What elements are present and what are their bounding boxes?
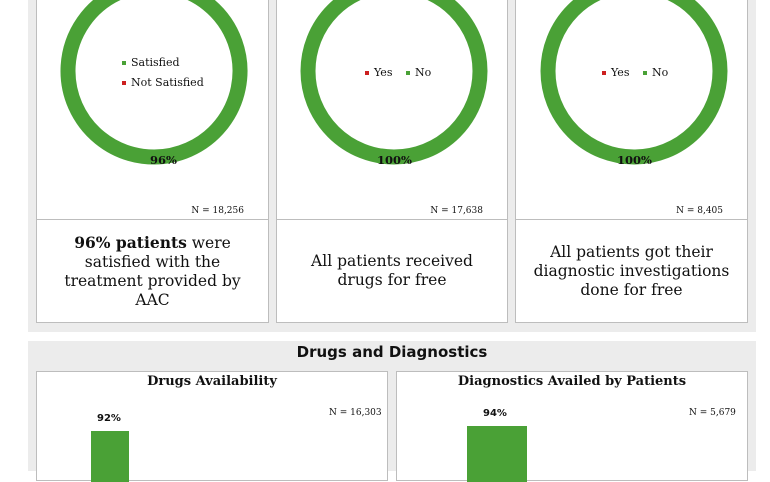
legend-swatch-red xyxy=(365,71,369,75)
legend-label: Satisfied xyxy=(131,56,180,69)
donut-chart-satisfaction xyxy=(60,0,248,165)
donut-legend-satisfaction: Satisfied Not Satisfied xyxy=(122,53,204,93)
sample-size-label: N = 17,638 xyxy=(430,206,483,216)
donut-data-label: 100% xyxy=(377,153,412,167)
donut-slice-no xyxy=(540,0,728,165)
sample-size-label: N = 18,256 xyxy=(191,206,244,216)
legend-swatch-green xyxy=(122,61,126,65)
donut-legend-free-diagnostics: Yes No xyxy=(602,63,668,83)
sample-size-label: N = 5,679 xyxy=(689,408,736,418)
sample-size-label: N = 8,405 xyxy=(676,206,723,216)
legend-item-no: No xyxy=(405,66,432,79)
summary-text: 96% patients were satisfied with the tre… xyxy=(49,233,256,310)
bar-data-label: 92% xyxy=(97,413,121,425)
legend-item-no: No xyxy=(642,66,669,79)
legend-swatch-red xyxy=(122,81,126,85)
chart-title: Drugs Availability xyxy=(147,374,277,389)
bar-data-label: 94% xyxy=(483,407,507,419)
donut-legend-free-drugs: Yes No xyxy=(365,63,431,83)
summary-card-free-diagnostics: All patients got their diagnostic invest… xyxy=(515,219,748,323)
donut-slice-satisfied xyxy=(60,0,248,165)
donut-chart-free-drugs xyxy=(300,0,488,165)
section-title: Drugs and Diagnostics xyxy=(296,343,488,361)
legend-item-yes: Yes xyxy=(365,66,392,79)
bar-card-drugs-availability: Drugs Availability N = 16,303 92% xyxy=(36,371,388,482)
summary-text: All patients got their diagnostic invest… xyxy=(533,242,730,299)
donut-data-label: 100% xyxy=(617,153,652,167)
summary-card-free-drugs: All patients received drugs for free xyxy=(276,219,508,323)
legend-item-not-satisfied: Not Satisfied xyxy=(122,73,204,93)
bar-drugs-availability xyxy=(91,431,129,482)
legend-label: No xyxy=(651,66,669,79)
donut-card-satisfaction: Satisfied Not Satisfied 96% N = 18,256 xyxy=(36,0,269,220)
legend-label: Yes xyxy=(611,66,630,79)
donut-data-label: 96% xyxy=(150,153,177,167)
legend-swatch-green xyxy=(642,71,647,75)
summary-text: All patients received drugs for free xyxy=(311,252,473,289)
legend-label: Not Satisfied xyxy=(131,76,204,89)
chart-title: Diagnostics Availed by Patients xyxy=(457,374,687,389)
summary-rest: were satisfied with the treatment provid… xyxy=(64,233,241,309)
donut-slice-no xyxy=(300,0,488,165)
bar-diagnostics-availed xyxy=(467,425,527,482)
legend-swatch-green xyxy=(405,71,410,75)
summary-highlight: 96% patients xyxy=(74,232,187,252)
donut-chart-free-diagnostics xyxy=(540,0,728,165)
bar-card-diagnostics-availed: Diagnostics Availed by Patients N = 5,67… xyxy=(396,371,748,482)
donut-card-free-drugs: Yes No 100% N = 17,638 xyxy=(276,0,508,220)
donut-card-free-diagnostics: Yes No 100% N = 8,405 xyxy=(515,0,748,220)
legend-label: Yes xyxy=(374,66,393,79)
legend-swatch-red xyxy=(602,71,606,75)
summary-card-satisfaction: 96% patients were satisfied with the tre… xyxy=(36,219,269,323)
legend-item-satisfied: Satisfied xyxy=(122,53,204,73)
legend-label: No xyxy=(414,66,432,79)
sample-size-label: N = 16,303 xyxy=(329,408,382,418)
legend-item-yes: Yes xyxy=(602,66,629,79)
